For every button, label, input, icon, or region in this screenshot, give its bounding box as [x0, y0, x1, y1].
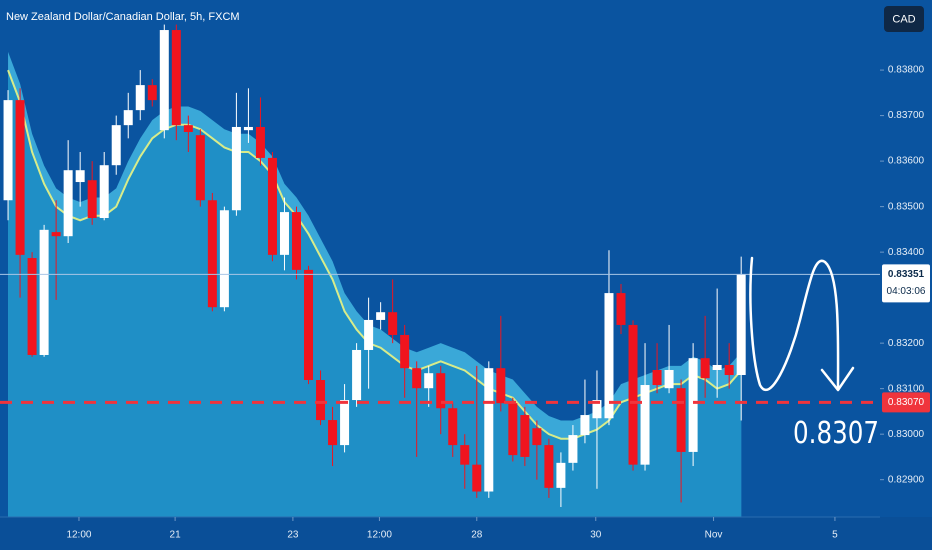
candle-body — [207, 200, 217, 308]
ma-area — [8, 70, 742, 517]
target-price-label: 0.83070 — [888, 397, 925, 408]
candle-body — [15, 100, 25, 255]
candle-body — [664, 370, 674, 389]
x-tick-label: 23 — [287, 530, 299, 541]
candle-body — [75, 170, 85, 183]
candle-body — [412, 368, 422, 389]
y-tick-label: 0.83000 — [888, 429, 925, 440]
currency-button-label[interactable]: CAD — [892, 13, 915, 25]
candle-body — [340, 400, 350, 446]
candle-body — [532, 428, 542, 446]
candle-body — [688, 358, 698, 452]
candle-body — [364, 319, 374, 350]
candle-body — [472, 464, 482, 492]
last-price-box — [882, 264, 930, 303]
candle-body — [736, 274, 746, 376]
candle-body — [328, 420, 338, 446]
drawn-arrow — [749, 256, 840, 392]
y-tick-label: 0.83200 — [888, 338, 925, 349]
candle-body — [267, 157, 277, 255]
last-price-label: 0.83351 — [888, 269, 925, 280]
candle-body — [219, 210, 229, 308]
candle-body — [508, 403, 518, 456]
candle-body — [520, 415, 530, 457]
candle-body — [39, 229, 49, 355]
x-tick-label: 21 — [170, 530, 182, 541]
candle-body — [3, 100, 13, 201]
candle-body — [556, 462, 566, 488]
candle-body — [279, 212, 289, 255]
candle-body — [460, 445, 470, 465]
candle-body — [111, 125, 121, 166]
candle-body — [640, 385, 650, 465]
y-tick-label: 0.83100 — [888, 383, 925, 394]
candle-body — [63, 170, 73, 237]
y-tick-label: 0.83400 — [888, 247, 925, 258]
candle-body — [316, 380, 326, 421]
candle-body — [724, 364, 734, 376]
candle-body — [424, 373, 434, 389]
ma-line — [7, 69, 742, 440]
candle-body — [231, 126, 241, 211]
candle-body — [544, 445, 554, 488]
candle-body — [99, 165, 109, 218]
candle-body — [592, 400, 602, 419]
time-axis — [0, 517, 932, 550]
candle-body — [183, 125, 193, 132]
countdown-label: 04:03:06 — [887, 286, 926, 297]
x-tick-label: 30 — [590, 530, 602, 541]
candle-body — [448, 408, 458, 446]
target-price-box — [882, 392, 930, 413]
candle-body — [51, 232, 61, 237]
candle-body — [352, 349, 362, 401]
candle-body — [27, 258, 37, 355]
candle-body — [388, 312, 398, 335]
candle-body — [568, 435, 578, 463]
y-tick-label: 0.83500 — [888, 201, 925, 212]
candle-body — [291, 212, 301, 270]
candle-body — [676, 388, 686, 452]
x-tick-label: Nov — [705, 530, 723, 541]
y-tick-label: 0.82900 — [888, 474, 925, 485]
candle-body — [195, 135, 205, 201]
candle-body — [604, 293, 614, 419]
chart-title: New Zealand Dollar/Canadian Dollar, 5h, … — [6, 11, 240, 23]
plot-area — [0, 24, 880, 517]
candle-body — [304, 269, 314, 381]
candle-body — [484, 368, 494, 492]
candle-body — [580, 415, 590, 436]
candle-body — [135, 85, 145, 111]
annotation: 0.8307 — [793, 416, 879, 451]
candle-body — [159, 30, 169, 131]
y-tick-label: 0.83600 — [888, 156, 925, 167]
x-tick-label: 28 — [471, 530, 483, 541]
candle-body — [700, 358, 710, 379]
candle-body — [616, 293, 626, 325]
candle-body — [171, 30, 181, 126]
x-tick-label: 12:00 — [66, 530, 91, 541]
candle-body — [255, 126, 265, 158]
x-tick-label: 5 — [832, 530, 838, 541]
price-axis — [880, 0, 932, 517]
drawn-arrow-head — [820, 366, 855, 392]
candle-body — [628, 324, 638, 465]
currency-button[interactable] — [884, 6, 924, 32]
candle-body — [652, 370, 662, 386]
candle-body — [400, 334, 410, 369]
candle-body — [243, 126, 253, 131]
candle-body — [147, 85, 157, 101]
candle-body — [496, 368, 506, 404]
y-tick-label: 0.83800 — [888, 65, 925, 76]
candle-body — [712, 364, 722, 371]
y-tick-label: 0.83700 — [888, 110, 925, 121]
candle-body — [436, 373, 446, 409]
x-tick-label: 12:00 — [367, 530, 392, 541]
candle-body — [123, 110, 133, 126]
candle-body — [87, 180, 97, 218]
candle-body — [376, 312, 386, 320]
